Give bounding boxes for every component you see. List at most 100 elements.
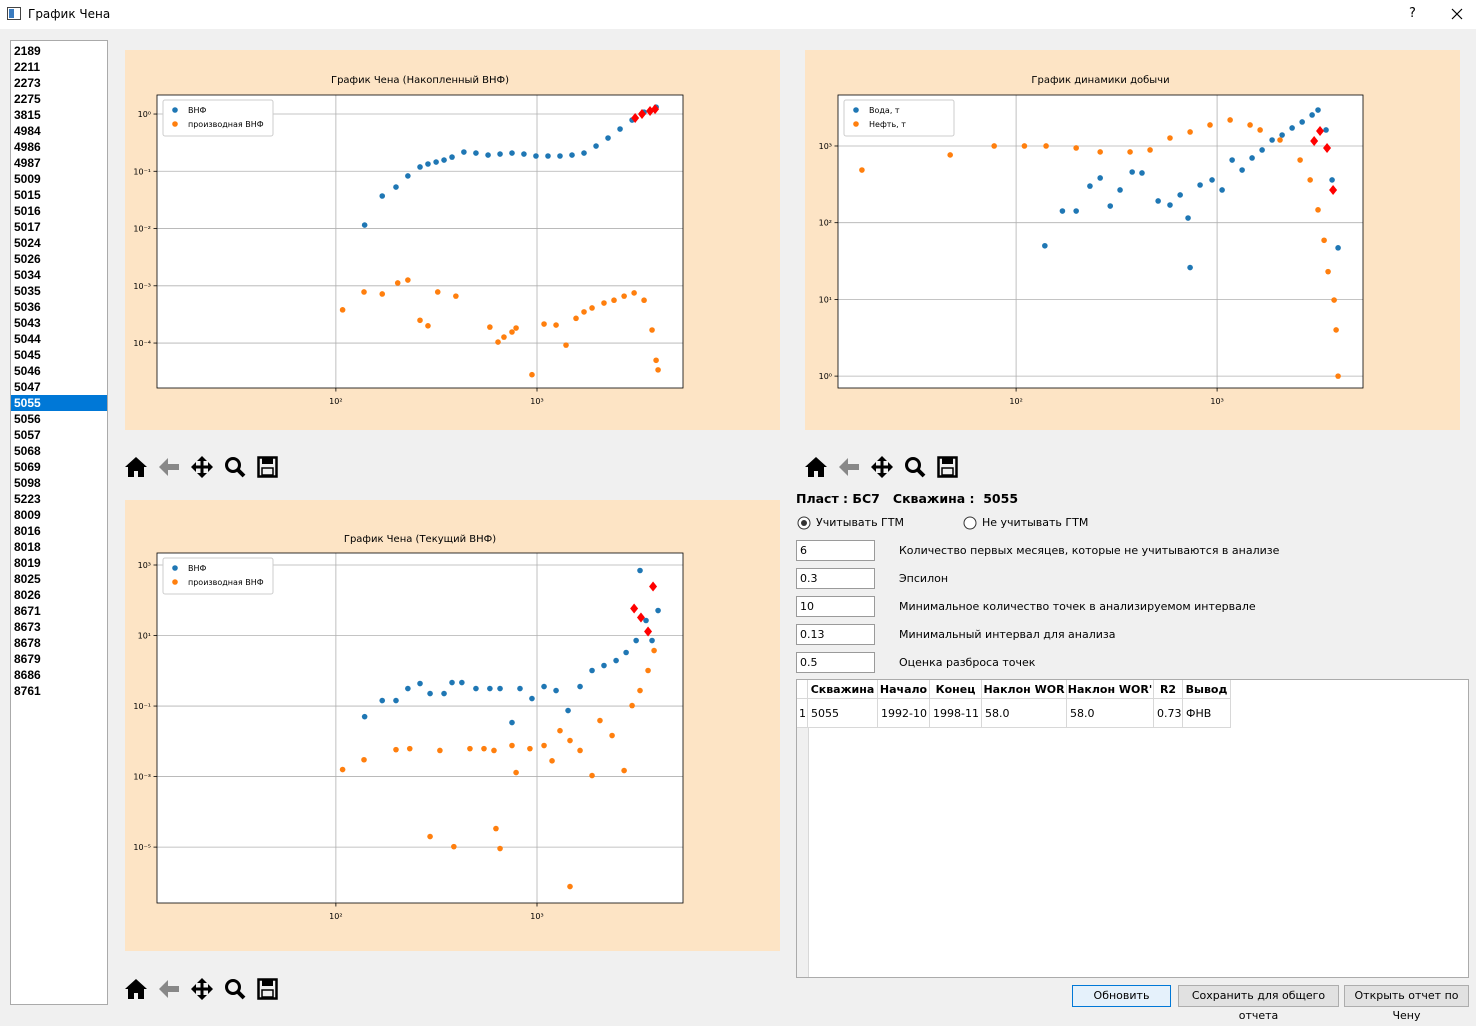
zoom-icon[interactable] [225, 979, 246, 1000]
well-item[interactable]: 5045 [14, 348, 41, 362]
well-item[interactable]: 8009 [14, 508, 41, 522]
home-icon[interactable] [805, 457, 827, 477]
pan-icon[interactable] [871, 456, 893, 478]
well-item[interactable]: 2275 [14, 92, 41, 106]
well-item[interactable]: 8018 [14, 540, 41, 554]
column-header[interactable]: R2 [1154, 680, 1183, 699]
well-item[interactable]: 8025 [14, 572, 41, 586]
radio-button[interactable] [797, 516, 811, 530]
well-item[interactable]: 4986 [14, 140, 41, 154]
column-header[interactable]: Конец [930, 680, 982, 699]
well-item[interactable]: 2273 [14, 76, 41, 90]
home-icon[interactable] [125, 979, 147, 999]
well-item[interactable]: 5026 [14, 252, 41, 266]
well-item[interactable]: 5223 [14, 492, 41, 506]
well-item[interactable]: 5055 [11, 395, 107, 411]
param-input[interactable]: 10 [796, 596, 875, 617]
well-item[interactable]: 5024 [14, 236, 41, 250]
well-item[interactable]: 5043 [14, 316, 41, 330]
point [859, 167, 865, 173]
button[interactable]: Открыть отчет по Чену [1344, 985, 1469, 1022]
zoom-icon[interactable] [225, 457, 246, 478]
toolbar [805, 456, 958, 478]
well-item[interactable]: 5046 [14, 364, 41, 378]
well-item[interactable]: 5057 [14, 428, 41, 442]
well-item[interactable]: 5034 [14, 268, 41, 282]
well-item[interactable]: 8678 [14, 636, 41, 650]
well-item[interactable]: 5036 [14, 300, 41, 314]
param-label: Минимальный интервал для анализа [899, 628, 1116, 641]
well-item[interactable]: 8026 [14, 588, 41, 602]
pan-icon[interactable] [191, 978, 213, 1000]
well-item[interactable]: 8761 [14, 684, 41, 698]
point [451, 843, 457, 850]
param-input[interactable]: 0.13 [796, 624, 875, 645]
back-icon[interactable] [159, 980, 179, 998]
column-header[interactable]: Скважина [808, 680, 878, 699]
table-cell[interactable]: 1992-10 [878, 699, 930, 728]
well-item[interactable]: 5015 [14, 188, 41, 202]
save-icon[interactable] [257, 978, 278, 1000]
well-item[interactable]: 5035 [14, 284, 41, 298]
table-cell[interactable]: 58.0 [982, 699, 1067, 728]
pan-icon[interactable] [191, 456, 213, 478]
well-item[interactable]: 8686 [14, 668, 41, 682]
well-item[interactable]: 3815 [14, 108, 41, 122]
zoom-icon[interactable] [905, 457, 926, 478]
point [1073, 208, 1079, 214]
column-header[interactable]: Наклон WOR' [1067, 680, 1154, 699]
well-item[interactable]: 2211 [14, 60, 41, 74]
radio-label[interactable]: Не учитывать ГТМ [982, 516, 1089, 529]
legend-label: производная ВНФ [188, 578, 264, 587]
radio-label[interactable]: Учитывать ГТМ [816, 516, 904, 529]
well-item[interactable]: 5016 [14, 204, 41, 218]
well-item[interactable]: 8019 [14, 556, 41, 570]
well-item[interactable]: 4987 [14, 156, 41, 170]
param-input[interactable]: 0.5 [796, 652, 875, 673]
column-header[interactable]: Вывод [1183, 680, 1231, 699]
well-item[interactable]: 5098 [14, 476, 41, 490]
point [417, 680, 423, 687]
param-input[interactable]: 6 [796, 540, 875, 561]
table-cell[interactable]: 5055 [808, 699, 878, 728]
well-item[interactable]: 8673 [14, 620, 41, 634]
well-item[interactable]: 5056 [14, 412, 41, 426]
point [653, 357, 659, 364]
well-item[interactable]: 8016 [14, 524, 41, 538]
button[interactable]: Сохранить для общего отчета [1178, 985, 1339, 1022]
well-item[interactable]: 2189 [14, 44, 41, 58]
point [577, 683, 583, 690]
save-icon[interactable] [257, 456, 278, 478]
table-cell[interactable]: 0.73 [1154, 699, 1183, 728]
radio-button[interactable] [963, 516, 977, 530]
param-input[interactable]: 0.3 [796, 568, 875, 589]
help-button[interactable]: ? [1409, 6, 1416, 21]
well-item[interactable]: 5044 [14, 332, 41, 346]
point [487, 324, 493, 330]
column-header[interactable]: Начало [878, 680, 930, 699]
point [1129, 169, 1135, 175]
point [601, 300, 607, 306]
close-button[interactable] [1451, 8, 1463, 20]
well-item[interactable]: 8679 [14, 652, 41, 666]
point [630, 603, 639, 614]
well-item[interactable]: 5009 [14, 172, 41, 186]
button[interactable]: Обновить [1072, 985, 1171, 1007]
home-icon[interactable] [125, 457, 147, 477]
table-cell[interactable]: ФНВ [1183, 699, 1231, 728]
well-item[interactable]: 5068 [14, 444, 41, 458]
back-icon[interactable] [159, 458, 179, 476]
save-icon[interactable] [937, 456, 958, 478]
well-item[interactable]: 5069 [14, 460, 41, 474]
back-icon[interactable] [839, 458, 859, 476]
well-item[interactable]: 8671 [14, 604, 41, 618]
well-item[interactable]: 5017 [14, 220, 41, 234]
column-header[interactable]: Наклон WOR [982, 680, 1067, 699]
well-item[interactable]: 5047 [14, 380, 41, 394]
well-item[interactable]: 4984 [14, 124, 41, 138]
point [1059, 208, 1066, 214]
point [497, 845, 503, 852]
table-cell[interactable]: 1998-11 [930, 699, 982, 728]
table-cell[interactable]: 58.0 [1067, 699, 1154, 728]
